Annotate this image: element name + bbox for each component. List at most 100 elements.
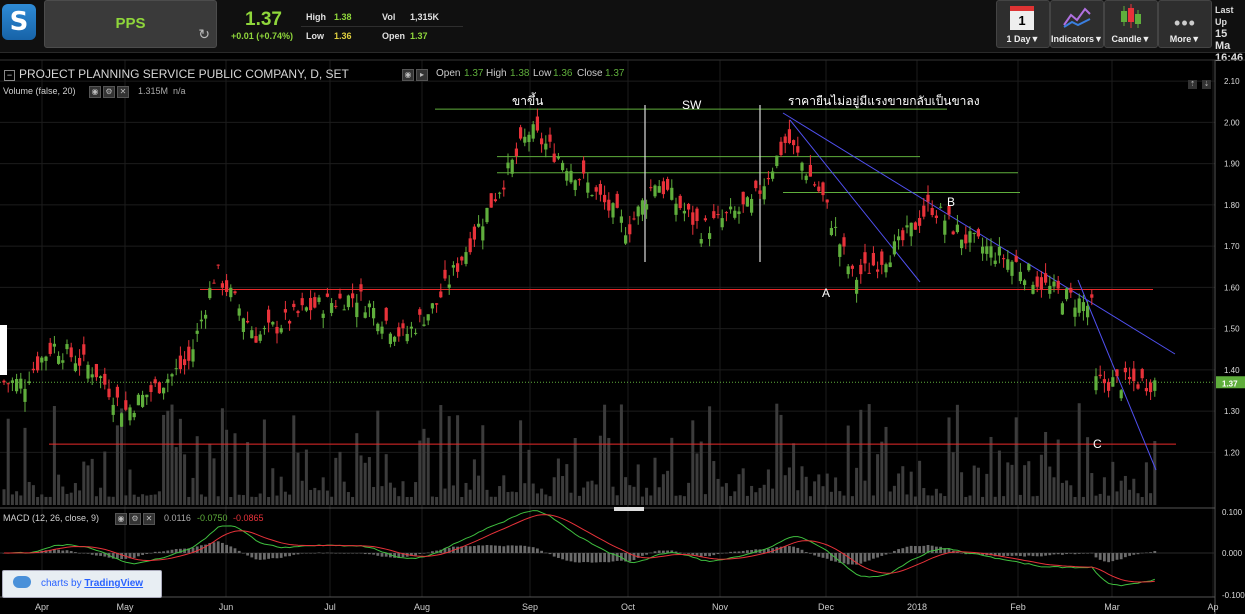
candle-body xyxy=(304,307,308,311)
more-button-label: More▼ xyxy=(1169,34,1201,44)
candle-body xyxy=(267,309,271,323)
price-chart[interactable]: 2.10 2.00 1.90 1.80 1.70 1.60 1.50 1.40 1.30 1.20… xyxy=(0,52,1245,614)
collapse-icon[interactable]: − xyxy=(4,70,15,81)
volume-bar xyxy=(166,410,170,505)
candle-body xyxy=(1065,288,1069,300)
candle-body xyxy=(132,412,136,418)
candle-body xyxy=(367,303,371,308)
macd-histogram-bar xyxy=(632,553,636,561)
pane-splitter[interactable] xyxy=(614,507,644,511)
macd-histogram-bar xyxy=(515,545,518,553)
macd-histogram-bar xyxy=(800,549,804,553)
close-icon[interactable]: ✕ xyxy=(117,86,129,98)
close-icon[interactable]: ✕ xyxy=(143,513,155,525)
eye-icon[interactable]: ◉ xyxy=(89,86,101,98)
macd-histogram-bar xyxy=(103,553,107,557)
macd-tick-label: -0.100 xyxy=(1222,591,1245,600)
eye-icon[interactable]: ◉ xyxy=(115,513,127,525)
candle-body xyxy=(233,291,237,294)
candle-body xyxy=(880,251,884,265)
candle-body xyxy=(128,407,132,421)
indicators-button[interactable]: Indicators▼ xyxy=(1050,0,1104,48)
scale-up-icon[interactable]: ⇡ xyxy=(1188,80,1197,89)
macd-histogram-bar xyxy=(422,553,426,554)
eye-icon[interactable]: ◉ xyxy=(402,69,414,81)
symbol-selector[interactable]: PPS ↻ xyxy=(44,0,217,48)
volume-bar xyxy=(531,483,535,505)
volume-bar xyxy=(317,490,321,505)
candle-body xyxy=(720,218,724,228)
scale-down-icon[interactable]: ⇣ xyxy=(1202,80,1211,89)
candle-body xyxy=(556,156,560,159)
candle-body xyxy=(460,256,464,261)
candle-body xyxy=(1006,259,1010,270)
app-logo-icon[interactable]: S xyxy=(2,4,36,40)
macd-histogram-bar xyxy=(691,553,695,555)
candle-body xyxy=(262,328,266,330)
candle-body xyxy=(372,308,376,319)
chart-type-button[interactable]: Candle▼ xyxy=(1104,0,1158,48)
candle-body xyxy=(661,181,665,195)
gear-icon[interactable]: ⚙ xyxy=(103,86,115,98)
volume-bar xyxy=(544,494,548,505)
volume-bar xyxy=(569,492,573,505)
candle-body xyxy=(1094,376,1098,391)
candle-body xyxy=(485,207,489,223)
macd-histogram-bar xyxy=(1010,553,1014,556)
volume-bar xyxy=(670,437,674,505)
volume-bar xyxy=(586,481,590,505)
volume-bar xyxy=(493,496,497,505)
candle-body xyxy=(800,162,804,171)
candle-body xyxy=(57,355,61,364)
macd-histogram-bar xyxy=(876,553,879,558)
volume-bar xyxy=(1140,496,1144,505)
macd-histogram-bar xyxy=(922,545,926,553)
volume-bar xyxy=(502,475,506,505)
volume-bar xyxy=(708,406,712,505)
candle-body xyxy=(561,162,565,171)
candle-body xyxy=(897,236,901,241)
macd-histogram-bar xyxy=(410,553,413,556)
candle-body xyxy=(716,214,720,216)
macd-histogram-bar xyxy=(981,553,984,555)
macd-histogram-bar xyxy=(561,553,564,560)
candle-body xyxy=(1031,284,1035,294)
annotation-label: C xyxy=(1093,437,1102,451)
macd-histogram-bar xyxy=(355,553,359,554)
volume-bar xyxy=(1018,494,1022,505)
macd-histogram-bar xyxy=(233,548,237,553)
macd-histogram-bar xyxy=(1023,553,1026,557)
volume-bar xyxy=(556,458,560,505)
tradingview-badge[interactable]: charts by TradingView xyxy=(2,570,162,598)
macd-histogram-bar xyxy=(401,553,405,558)
volume-bar xyxy=(283,491,287,505)
volume-bar xyxy=(1002,496,1006,505)
macd-histogram-bar xyxy=(657,550,661,553)
candle-body xyxy=(603,194,607,203)
volume-bar xyxy=(1006,462,1010,505)
candle-body xyxy=(493,199,497,202)
macd-histogram-bar xyxy=(914,546,917,553)
more-button[interactable]: ••• More▼ xyxy=(1158,0,1212,48)
volume-bar xyxy=(565,464,569,505)
macd-histogram-bar xyxy=(426,552,430,554)
volume-bar xyxy=(1031,496,1035,505)
volume-bar xyxy=(73,483,77,505)
candle-body xyxy=(472,226,476,240)
interval-button[interactable]: 1 1 Day▼ xyxy=(996,0,1050,48)
price-tick-label: 1.60 xyxy=(1224,283,1240,292)
scale-handle[interactable] xyxy=(0,325,7,375)
candle-body xyxy=(27,381,31,384)
volume-na: n/a xyxy=(173,86,186,96)
candle-body xyxy=(636,206,640,217)
volume-bar xyxy=(519,420,523,505)
volume-bar xyxy=(1052,477,1056,505)
volume-bar xyxy=(216,496,220,505)
gear-icon[interactable]: ⚙ xyxy=(129,513,141,525)
volume-bar xyxy=(191,477,195,505)
macd-histogram-bar xyxy=(884,553,888,555)
play-icon[interactable]: ▸ xyxy=(416,69,428,81)
volume-bar xyxy=(229,496,233,505)
candle-body xyxy=(703,218,707,221)
refresh-icon[interactable]: ↻ xyxy=(198,26,210,42)
